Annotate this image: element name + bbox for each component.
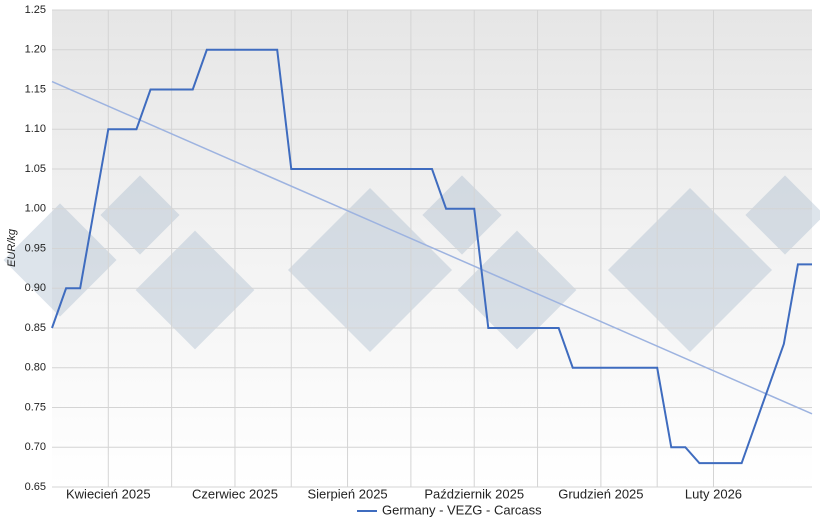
legend-label: Germany - VEZG - Carcass [382,502,542,517]
x-tick-label: Czerwiec 2025 [192,486,278,501]
x-tick-label: Luty 2026 [685,486,742,501]
y-tick-label: 0.65 [25,481,46,493]
y-tick-label: 0.95 [25,242,46,254]
y-tick-label: 1.00 [25,203,46,215]
y-tick-label: 1.05 [25,163,46,175]
x-tick-label: Grudzień 2025 [558,486,643,501]
y-tick-label: 0.90 [25,282,46,294]
x-tick-label: Październik 2025 [424,486,524,501]
legend-item: Germany - VEZG - Carcass [357,502,542,517]
y-tick-label: 1.15 [25,83,46,95]
y-tick-label: 1.20 [25,44,46,56]
y-tick-label: 1.10 [25,123,46,135]
y-tick-label: 0.85 [25,322,46,334]
y-tick-label: 0.70 [25,441,46,453]
data-line [51,48,812,465]
x-tick-label: Sierpień 2025 [307,486,387,501]
trend-line [51,80,813,415]
y-tick-label: 0.75 [25,401,46,413]
x-tick-label: Kwiecień 2025 [66,486,151,501]
y-tick-label: 0.80 [25,362,46,374]
y-tick-label: 1.25 [25,4,46,16]
y-axis-label: EUR/kg [6,228,18,267]
